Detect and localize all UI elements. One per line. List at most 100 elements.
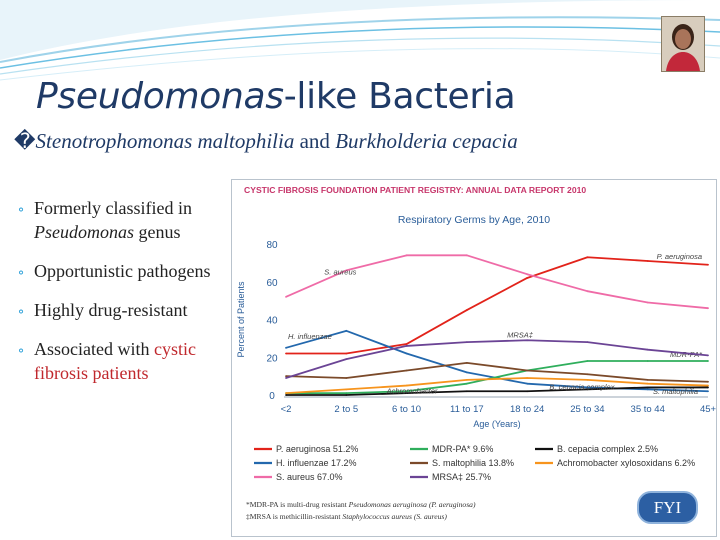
series-inline-label: H. influenzae — [288, 332, 332, 341]
data-point — [285, 394, 287, 396]
data-point — [586, 290, 589, 293]
y-tick-label: 0 — [269, 391, 275, 402]
y-axis-label: Percent of Patients — [236, 281, 246, 358]
x-tick-label: 2 to 5 — [334, 404, 358, 415]
x-tick-label: 11 to 17 — [450, 404, 484, 415]
data-point — [465, 341, 468, 344]
data-point — [345, 358, 348, 361]
decorative-wave — [0, 0, 720, 81]
data-point — [586, 379, 589, 381]
series-line-1 — [285, 329, 709, 393]
y-tick-label: 40 — [266, 316, 278, 327]
footnote-italic: Staphylococcus aureus (S. aureus) — [342, 512, 447, 521]
data-point — [646, 379, 649, 381]
subtitle-and: and — [294, 129, 336, 153]
data-point — [285, 295, 287, 298]
data-point — [707, 360, 709, 362]
legend-entry: MDR-PA* 9.6% — [432, 444, 493, 454]
data-point — [405, 384, 408, 387]
y-tick-label: 80 — [266, 240, 278, 251]
x-tick-label: 18 to 24 — [510, 404, 544, 415]
footnote-text: ‡MRSA is methicillin-resistant — [246, 512, 342, 521]
data-point — [526, 273, 529, 276]
series-line-4 — [285, 362, 709, 383]
data-point — [646, 386, 649, 389]
data-point — [465, 371, 468, 374]
series-line-7 — [285, 377, 709, 395]
bullet-marker-icon: ⚬ — [16, 266, 27, 280]
legend-entry: MRSA‡ 25.7% — [432, 472, 491, 482]
bullet-highlight: cystic fibrosis patients — [34, 339, 196, 383]
data-point — [707, 307, 709, 310]
legend-entry: S. maltophilia 13.8% — [432, 458, 514, 468]
series-inline-label: B. cepacia complex — [549, 382, 614, 391]
data-point — [646, 360, 649, 362]
data-point — [405, 392, 408, 395]
subtitle-species-1: Stenotrophomonas maltophilia — [35, 129, 295, 153]
legend-entry: Achromobacter xylosoxidans 6.2% — [557, 458, 695, 468]
chart-footnote: ‡MRSA is methicillin-resistant Staphyloc… — [246, 512, 447, 521]
y-tick-label: 60 — [266, 278, 278, 289]
slide-subtitle: �Stenotrophomonas maltophilia and Burkho… — [14, 129, 518, 154]
data-point — [646, 348, 649, 351]
x-tick-label: 35 to 44 — [631, 404, 665, 415]
legend-entry: S. aureus 67.0% — [276, 472, 343, 482]
data-point — [526, 277, 529, 279]
bullet-text-after: genus — [134, 222, 181, 242]
data-point — [465, 382, 468, 385]
data-point — [707, 386, 709, 389]
data-point — [405, 343, 408, 345]
series-line-2 — [285, 254, 709, 310]
subtitle-bullet: � — [14, 129, 36, 153]
footnote-text: *MDR-PA is multi-drug resistant — [246, 500, 349, 509]
bullet-text: Opportunistic pathogens — [34, 261, 211, 281]
data-point — [345, 392, 348, 395]
series-inline-label: MDR-PA* — [670, 350, 703, 359]
series-inline-label: Achromobacter — [386, 387, 438, 396]
data-point — [646, 388, 649, 391]
data-point — [586, 373, 589, 376]
data-point — [465, 379, 468, 381]
data-point — [285, 377, 287, 379]
series-line-6 — [286, 386, 708, 396]
line-chart: CYSTIC FIBROSIS FOUNDATION PATIENT REGIS… — [236, 185, 716, 521]
bullet-text: Associated with — [34, 339, 154, 359]
footnote-italic: Pseudomonas aeruginosa (P. aeruginosa) — [348, 500, 476, 509]
data-point — [465, 390, 468, 393]
data-point — [586, 360, 589, 362]
series-line-3 — [286, 360, 708, 395]
data-point — [646, 382, 649, 385]
data-point — [707, 354, 709, 357]
data-point — [285, 346, 287, 349]
data-point — [345, 269, 348, 272]
legend-entry: P. aeruginosa 51.2% — [276, 444, 358, 454]
chart-header: CYSTIC FIBROSIS FOUNDATION PATIENT REGIS… — [244, 185, 586, 195]
fyi-button[interactable]: FYI — [637, 491, 698, 524]
data-point — [345, 377, 348, 379]
data-point — [405, 369, 408, 372]
title-genus: Pseudomonas — [36, 76, 284, 117]
data-point — [345, 388, 348, 391]
slide-title: Pseudomonas-like Bacteria — [36, 76, 516, 117]
data-point — [526, 382, 529, 385]
x-tick-label: 45+ — [700, 404, 716, 415]
series-line-0 — [286, 256, 709, 355]
data-point — [405, 390, 408, 393]
legend-entry: H. influenzae 17.2% — [276, 458, 357, 468]
bullet-list: ⚬ Formerly classified in Pseudomonas genu… — [16, 196, 238, 400]
bullet-italic: Pseudomonas — [34, 222, 134, 242]
data-point — [707, 390, 709, 393]
bullet-item: ⚬ Formerly classified in Pseudomonas genu… — [16, 196, 238, 244]
series-inline-label: S. aureus — [324, 267, 356, 276]
data-point — [465, 309, 468, 311]
bullet-marker-icon: ⚬ — [16, 344, 27, 358]
data-point — [526, 369, 529, 372]
bullet-text: Formerly classified in — [34, 198, 192, 218]
chart-title: Respiratory Germs by Age, 2010 — [398, 214, 550, 226]
series-inline-label: P. aeruginosa — [657, 252, 702, 261]
data-point — [707, 380, 709, 383]
data-point — [586, 388, 589, 391]
x-tick-label: <2 — [281, 404, 292, 415]
data-point — [586, 256, 589, 259]
bullet-item: ⚬ Highly drug-resistant — [16, 298, 238, 322]
